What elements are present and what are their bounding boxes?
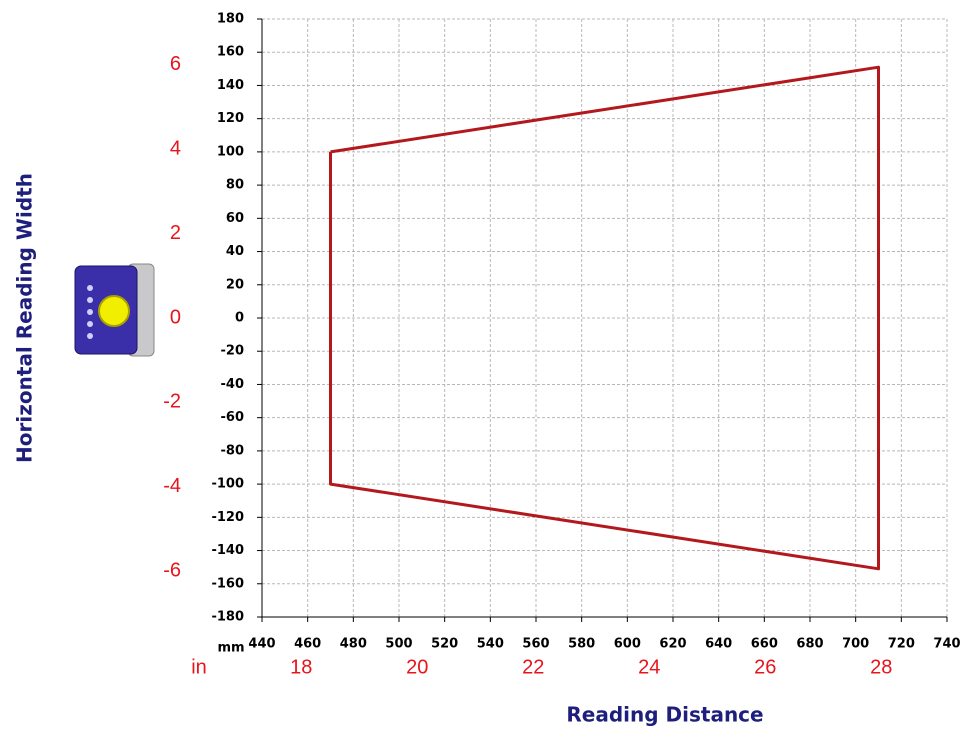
y2-tick-label: -4 [163, 475, 181, 497]
y-tick-label: -60 [221, 410, 245, 425]
x-unit: mm [217, 641, 244, 656]
x-tick-label: 700 [842, 637, 869, 652]
y2-tick-label: -2 [163, 391, 181, 413]
x2-tick-label: 22 [522, 656, 544, 678]
x-tick-label: 440 [248, 637, 275, 652]
y-tick-label: 80 [226, 178, 244, 193]
x2-unit: in [191, 656, 207, 678]
y-tick-label: 180 [217, 12, 244, 27]
y-tick-label: -160 [211, 576, 244, 591]
x-tick-label: 720 [888, 637, 915, 652]
y-tick-label: 60 [226, 211, 244, 226]
y-tick-label: -140 [211, 543, 244, 558]
y2-tick-label: -6 [163, 559, 181, 581]
x-tick-label: 500 [385, 637, 412, 652]
x-tick-label: 620 [659, 637, 686, 652]
y-tick-label: 140 [217, 78, 244, 93]
y2-tick-label: 4 [170, 138, 181, 160]
y-axis-title: Horizontal Reading Width [13, 173, 37, 463]
x-tick-label: 640 [705, 637, 732, 652]
x-tick-label: 460 [294, 637, 321, 652]
y2-tick-label: 6 [170, 53, 181, 75]
x-tick-label: 580 [568, 637, 595, 652]
x2-tick-label: 18 [290, 656, 312, 678]
y-tick-label: -100 [211, 477, 244, 492]
y-tick-label: 120 [217, 111, 244, 126]
x-axis-title: Reading Distance [566, 703, 763, 727]
device-icon [74, 263, 155, 357]
x-tick-label: 600 [614, 637, 641, 652]
y-tick-label: -40 [221, 377, 245, 392]
reading-field [329, 65, 880, 571]
y-tick-label: -120 [211, 510, 244, 525]
x-tick-label: 520 [431, 637, 458, 652]
x2-tick-label: 26 [754, 656, 776, 678]
y2-tick-label: 0 [170, 306, 181, 328]
x-tick-label: 740 [933, 637, 960, 652]
y-tick-label: 100 [217, 144, 244, 159]
x2-tick-label: 24 [638, 656, 660, 678]
y2-tick-label: 2 [170, 222, 181, 244]
x-tick-label: 540 [477, 637, 504, 652]
y-tick-label: -180 [211, 610, 244, 625]
y-tick-label: 160 [217, 45, 244, 60]
x-tick-label: 560 [522, 637, 549, 652]
y-tick-label: 40 [226, 244, 244, 259]
y-tick-label: -20 [221, 344, 245, 359]
x2-tick-label: 20 [406, 656, 428, 678]
y-tick-label: 20 [226, 277, 244, 292]
y-tick-label: 0 [235, 311, 244, 326]
y-tick-label: -80 [221, 443, 245, 458]
x-tick-label: 660 [751, 637, 778, 652]
x-tick-label: 680 [796, 637, 823, 652]
x-tick-label: 480 [340, 637, 367, 652]
x2-tick-label: 28 [870, 656, 892, 678]
